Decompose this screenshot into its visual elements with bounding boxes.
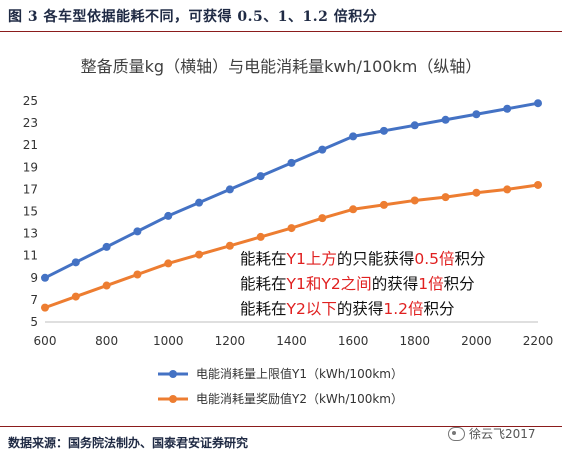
chart-title: 整备质量kg（横轴）与电能消耗量kwh/100km（纵轴） <box>81 57 482 76</box>
data-point <box>472 188 481 197</box>
data-point <box>133 227 142 236</box>
data-point <box>102 281 111 290</box>
caption-divider <box>0 31 562 32</box>
x-tick-label: 1400 <box>276 334 307 348</box>
legend-swatch-marker <box>169 395 177 403</box>
data-point <box>503 185 512 194</box>
data-point <box>133 270 142 279</box>
data-point <box>349 205 358 214</box>
annotation-highlight: 1.2倍 <box>383 300 423 318</box>
data-point <box>256 232 265 241</box>
annotation-highlight: 1倍 <box>418 275 443 293</box>
watermark-text: 徐云飞2017 <box>469 427 536 441</box>
data-point <box>71 292 80 301</box>
data-point <box>225 241 234 250</box>
series-2 <box>41 180 542 312</box>
data-point <box>349 132 358 141</box>
annotation-text: 能耗在 <box>240 300 287 318</box>
y-tick-label: 9 <box>30 271 38 285</box>
data-point <box>410 121 419 130</box>
y-tick-label: 7 <box>30 293 38 307</box>
annotation-text: 积分 <box>455 250 486 268</box>
watermark: 徐云飞2017 <box>448 425 536 442</box>
annotation-layer: 能耗在Y1上方的只能获得0.5倍积分能耗在Y1和Y2之间的获得1倍积分能耗在Y2… <box>240 250 486 318</box>
data-point <box>41 273 49 282</box>
annotation-highlight: Y1和Y2之间 <box>286 275 372 293</box>
x-tick-label: 1000 <box>153 334 184 348</box>
x-tick-label: 800 <box>95 334 118 348</box>
annotation-highlight: Y1上方 <box>286 250 337 268</box>
x-tick-label: 2000 <box>461 334 492 348</box>
legend: 电能消耗量上限值Y1（kWh/100km） 电能消耗量奖励值Y2（kWh/100k… <box>158 366 403 406</box>
annotation-highlight: Y2以下 <box>286 300 337 318</box>
data-point <box>503 104 512 113</box>
data-point <box>410 196 419 205</box>
x-tick-label: 600 <box>34 334 57 348</box>
series-1 <box>41 99 542 282</box>
legend-label: 电能消耗量奖励值Y2（kWh/100km） <box>196 391 403 406</box>
data-point <box>441 115 450 124</box>
data-point <box>164 259 173 268</box>
annotation-text: 的获得 <box>337 300 384 318</box>
source-note: 数据来源：国务院法制办、国泰君安证券研究 <box>8 436 249 450</box>
data-point <box>379 200 388 209</box>
y-tick-label: 11 <box>23 249 38 263</box>
legend-label: 电能消耗量上限值Y1（kWh/100km） <box>196 366 403 381</box>
annotation-text: 积分 <box>444 275 475 293</box>
data-point <box>41 303 49 312</box>
data-point <box>287 224 296 233</box>
data-point <box>195 250 204 259</box>
data-point <box>287 158 296 167</box>
annotation-line: 能耗在Y2以下的获得1.2倍积分 <box>240 300 455 318</box>
x-tick-label: 1800 <box>399 334 430 348</box>
data-point <box>472 110 481 119</box>
y-tick-label: 5 <box>30 315 38 329</box>
annotation-highlight: 0.5倍 <box>414 250 454 268</box>
legend-swatch-marker <box>169 370 177 378</box>
annotation-text: 能耗在 <box>240 275 287 293</box>
source-divider <box>0 426 562 427</box>
data-point <box>441 193 450 202</box>
wechat-icon <box>448 426 465 441</box>
annotation-text: 能耗在 <box>240 250 287 268</box>
annotation-line: 能耗在Y1上方的只能获得0.5倍积分 <box>240 250 486 268</box>
data-point <box>318 145 327 154</box>
data-point <box>256 172 265 181</box>
y-tick-label: 19 <box>23 160 38 174</box>
y-tick-label: 15 <box>23 205 38 219</box>
y-tick-label: 13 <box>23 227 38 241</box>
data-point <box>225 185 234 194</box>
x-tick-label: 1600 <box>338 334 369 348</box>
x-tick-label: 1200 <box>215 334 246 348</box>
legend-item: 电能消耗量上限值Y1（kWh/100km） <box>158 366 403 381</box>
y-tick-label: 25 <box>23 94 38 108</box>
annotation-text: 的获得 <box>372 275 419 293</box>
annotation-text: 的只能获得 <box>337 250 415 268</box>
data-point <box>195 198 204 207</box>
annotation-line: 能耗在Y1和Y2之间的获得1倍积分 <box>240 275 475 293</box>
series-layer <box>41 99 542 312</box>
figure-caption: 图 3 各车型依据能耗不同，可获得 0.5、1、1.2 倍积分 <box>8 9 378 25</box>
data-point <box>534 180 542 189</box>
y-tick-label: 21 <box>23 138 38 152</box>
data-point <box>102 242 111 251</box>
data-point <box>164 211 173 220</box>
y-tick-label: 23 <box>23 116 38 130</box>
data-point <box>318 214 327 223</box>
legend-item: 电能消耗量奖励值Y2（kWh/100km） <box>158 391 403 406</box>
data-point <box>534 99 542 108</box>
data-point <box>379 126 388 135</box>
annotation-text: 积分 <box>424 300 455 318</box>
y-tick-label: 17 <box>23 182 38 196</box>
x-tick-label: 2200 <box>523 334 554 348</box>
axes: 5 7 9 11 13 15 17 19 21 23 25 600 800 1000 1200 1400 160… <box>23 94 554 348</box>
data-point <box>71 258 80 267</box>
